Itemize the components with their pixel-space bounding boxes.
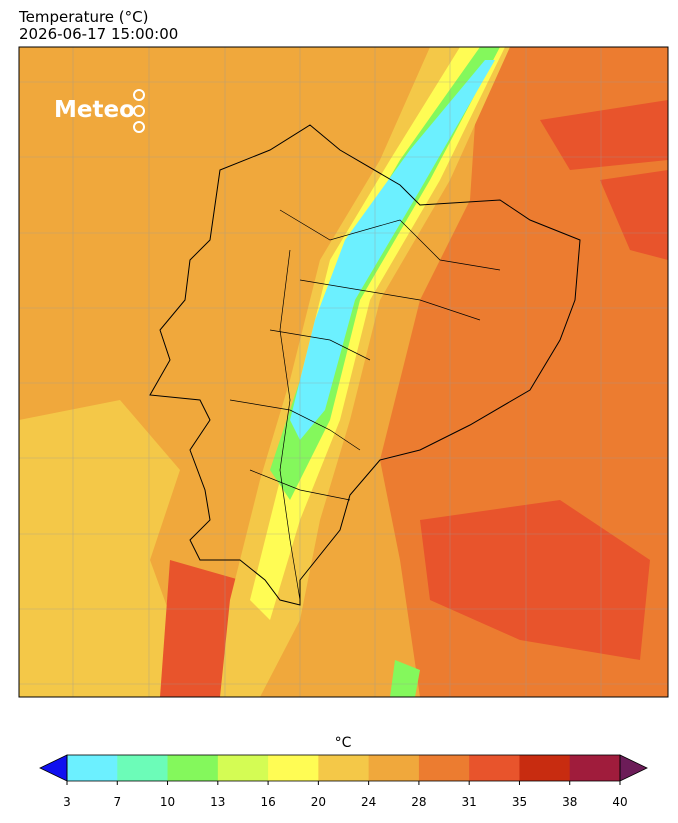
colorbar-segment <box>519 755 571 781</box>
colorbar-tick-label: 20 <box>311 795 326 809</box>
colorbar-segment <box>418 755 470 781</box>
colorbar-segment <box>67 755 118 781</box>
colorbar: 3 7 10 13 16 20 24 28 31 35 38 40 <box>39 754 648 809</box>
colorbar-tick-label: 10 <box>160 795 175 809</box>
colorbar-tick-label: 38 <box>562 795 577 809</box>
colorbar-tick-label: 24 <box>361 795 376 809</box>
colorbar-segment <box>117 755 169 781</box>
colorbar-segment <box>469 755 520 781</box>
colorbar-tick-label: 7 <box>113 795 121 809</box>
colorbar-tick-label: 40 <box>612 795 627 809</box>
colorbar-segment <box>368 755 420 781</box>
colorbar-over <box>619 754 648 782</box>
logo-icons <box>133 89 145 133</box>
colorbar-tick-label: 31 <box>462 795 477 809</box>
colorbar-segment <box>167 755 219 781</box>
map-field <box>19 47 668 697</box>
map-frame <box>18 46 669 698</box>
colorbar-segment <box>268 755 319 781</box>
colorbar-frame <box>66 754 621 782</box>
colorbar-segment <box>318 755 370 781</box>
colorbar-segment <box>569 755 621 781</box>
colorbar-tick-label: 3 <box>63 795 71 809</box>
colorbar-under <box>39 754 68 782</box>
colorbar-tick-label: 28 <box>411 795 426 809</box>
logo: Meteo <box>54 97 135 123</box>
colorbar-tick-label: 35 <box>512 795 527 809</box>
colorbar-segment <box>217 755 269 781</box>
colorbar-tick-label: 13 <box>210 795 225 809</box>
colorbar-tick-label: 16 <box>260 795 275 809</box>
map-title: Temperature (°C) <box>18 8 148 26</box>
colorbar-label: °C <box>335 735 352 751</box>
map-timestamp: 2026-06-17 15:00:00 <box>19 25 178 43</box>
